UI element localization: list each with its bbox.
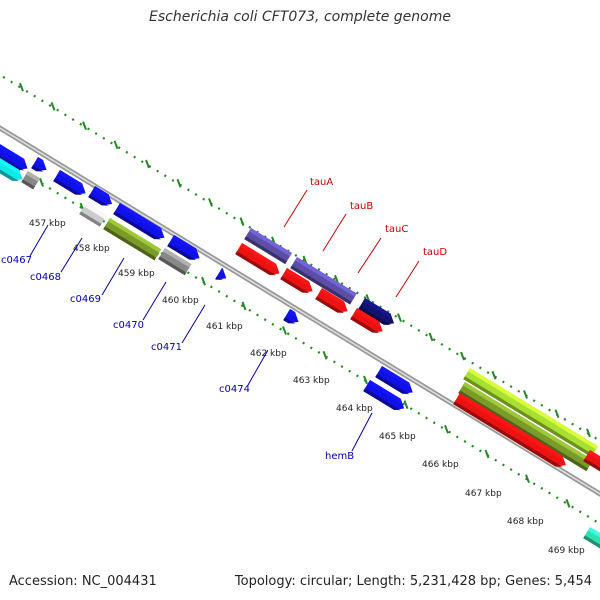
scale-label: 461 kbp <box>206 322 243 332</box>
scale-tick <box>523 390 528 399</box>
callout-line <box>101 257 125 296</box>
scale-label: 464 kbp <box>336 404 373 414</box>
gene-block <box>31 157 47 172</box>
scale-tick <box>428 332 434 342</box>
callout-line <box>142 281 167 321</box>
scale-tick <box>484 449 490 459</box>
scale-tick <box>50 102 56 111</box>
scale-tick <box>82 121 87 130</box>
gene-label-hemB[interactable]: hemB <box>325 451 354 462</box>
callout-line <box>351 412 373 452</box>
scale-tick <box>491 370 497 380</box>
map-title: Escherichia coli CFT073, complete genome <box>149 9 451 25</box>
callout-line <box>29 224 49 257</box>
callout-line <box>247 349 269 386</box>
gene-features <box>0 138 600 549</box>
gene-tauB-block <box>290 257 357 305</box>
callout-line <box>322 213 347 252</box>
gene-block <box>167 235 200 260</box>
gene-block <box>453 393 566 467</box>
gene-block <box>113 203 165 240</box>
callout-line <box>395 260 420 298</box>
scale-tick <box>201 276 206 286</box>
gene-label-c0467[interactable]: c0467 <box>1 255 32 266</box>
scale-label: 466 kbp <box>422 460 459 470</box>
scale-label: 457 kbp <box>29 219 66 229</box>
gene-label-tauD[interactable]: tauD <box>423 247 447 258</box>
gene-block <box>215 268 227 280</box>
scale-tick <box>322 350 328 360</box>
gene-block <box>0 152 23 182</box>
gene-block <box>103 218 162 261</box>
backbone-inner <box>0 127 600 495</box>
scale-tick <box>241 301 247 311</box>
scale-label: 463 kbp <box>293 376 330 386</box>
gene-label-c0469[interactable]: c0469 <box>70 294 101 305</box>
gene-block <box>280 268 313 293</box>
scale-label: 469 kbp <box>548 546 585 556</box>
scale-label: 458 kbp <box>73 244 110 254</box>
scale-tick <box>565 499 571 508</box>
gene-tauD-block <box>358 298 395 326</box>
scale-label: 465 kbp <box>379 432 416 442</box>
gene-block <box>350 308 383 333</box>
gene-block <box>21 171 40 190</box>
scale-line-lower <box>0 156 600 526</box>
callout-line <box>60 237 83 273</box>
gene-block <box>363 380 405 411</box>
callout-line <box>283 189 308 228</box>
gene-block <box>583 450 600 472</box>
scale-tick <box>39 178 44 187</box>
scale-tick <box>282 326 287 335</box>
scale-tick <box>176 178 182 188</box>
gene-label-c0468[interactable]: c0468 <box>30 272 61 283</box>
gene-block <box>463 368 599 458</box>
gene-label-tauA[interactable]: tauA <box>310 177 333 188</box>
scale-tick <box>444 424 449 434</box>
scale-tick <box>525 474 530 484</box>
scale-label: 462 kbp <box>250 349 287 359</box>
gene-label-c0471[interactable]: c0471 <box>151 342 182 353</box>
accession-text: Accession: NC_004431 <box>9 574 157 589</box>
scale-label: 459 kbp <box>118 269 155 279</box>
callout-line <box>181 304 206 344</box>
scale-tick <box>19 82 24 92</box>
gene-callouts: c0467 c0468 c0469 c0470 c0471 c0474 hemB tauA ta… <box>1 177 447 462</box>
scale-tick <box>239 217 245 226</box>
gene-block <box>235 243 280 276</box>
gene-block <box>79 203 107 227</box>
callout-line <box>357 237 382 274</box>
scale-tick <box>113 140 119 150</box>
gene-block <box>375 366 413 395</box>
scale-tick <box>460 351 465 361</box>
gene-block <box>283 309 299 324</box>
genome-summary-text: Topology: circular; Length: 5,231,428 bp… <box>234 574 592 589</box>
gene-tauA-block <box>244 228 292 265</box>
scale-tick <box>554 409 560 419</box>
gene-block <box>583 527 600 549</box>
gene-block <box>0 138 28 171</box>
gene-label-tauC[interactable]: tauC <box>385 224 408 235</box>
scale-tick <box>363 375 368 385</box>
scale-tick <box>403 400 409 409</box>
scale-label: 468 kbp <box>507 517 544 527</box>
gene-label-c0470[interactable]: c0470 <box>113 320 144 331</box>
scale-tick <box>586 428 591 438</box>
scale-tick <box>397 313 402 323</box>
gene-block <box>315 288 348 313</box>
gene-block <box>158 248 192 276</box>
gene-block <box>88 186 113 206</box>
scale-tick <box>208 198 213 207</box>
gene-block <box>458 382 594 472</box>
scale-label: 460 kbp <box>162 296 199 306</box>
gene-label-c0474[interactable]: c0474 <box>219 384 250 395</box>
scale-tick <box>145 159 150 169</box>
gene-label-tauB[interactable]: tauB <box>350 201 373 212</box>
gene-block <box>53 170 86 195</box>
scale-label: 467 kbp <box>465 489 502 499</box>
